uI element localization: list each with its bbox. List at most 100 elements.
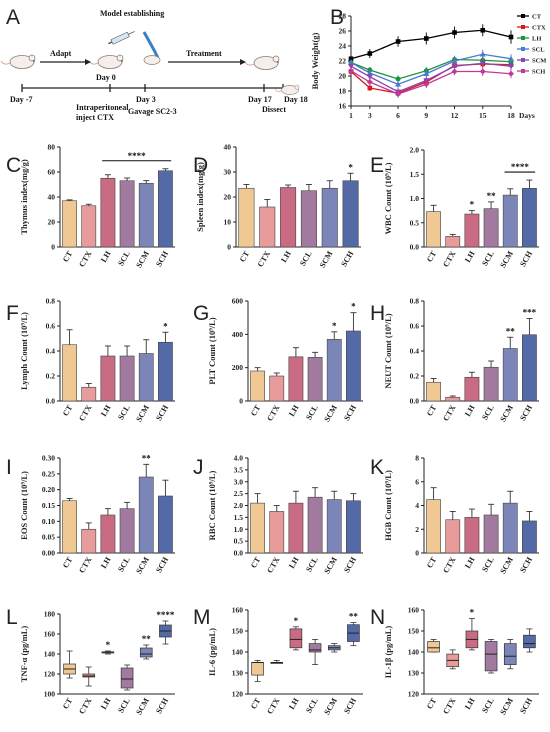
legend-label: SCM bbox=[532, 57, 546, 64]
legend-label: SCL bbox=[532, 46, 545, 53]
x-tick-label: CTX bbox=[265, 403, 281, 422]
day-label: Day 17 bbox=[248, 95, 272, 104]
series-line-lh bbox=[350, 58, 512, 80]
x-tick-label: SCH bbox=[154, 696, 170, 715]
data-point bbox=[395, 39, 401, 44]
y-axis-label: TNF-α (pg/mL) bbox=[19, 626, 29, 683]
y-tick-label: 0.8 bbox=[46, 297, 56, 306]
y-tick-label: 140 bbox=[408, 648, 420, 657]
y-tick-label: 0.00 bbox=[42, 549, 55, 558]
x-tick-label: SCM bbox=[322, 403, 339, 423]
bar-scl bbox=[119, 508, 135, 554]
day-label: Day 18 bbox=[284, 95, 308, 104]
data-point bbox=[452, 30, 457, 35]
x-tick-label: CT bbox=[61, 249, 75, 264]
y-tick-label: 180 bbox=[44, 610, 56, 619]
legend-label: CTX bbox=[532, 24, 546, 31]
data-point bbox=[348, 67, 354, 74]
bar-ctx bbox=[445, 519, 461, 554]
y-tick-label: 0.30 bbox=[42, 454, 55, 463]
data-point bbox=[367, 51, 373, 56]
y-tick-label: 18 bbox=[339, 87, 347, 96]
x-tick-label: SCL bbox=[304, 556, 320, 574]
data-point bbox=[479, 68, 486, 75]
bar-sch bbox=[522, 188, 537, 248]
panel-label-l: L bbox=[6, 606, 18, 629]
mouse-icon bbox=[275, 84, 300, 95]
day-label: Day -7 bbox=[10, 95, 32, 104]
x-tick-label: CTX bbox=[77, 249, 93, 268]
x-tick-label: 6 bbox=[396, 111, 400, 120]
y-tick-label: 1.5 bbox=[234, 513, 244, 522]
panel-i: I 0.00 0.05 0.10 0.15 0.20 0.25 0.30 EOS Count (… bbox=[6, 453, 175, 575]
note-ctx: inject CTX bbox=[76, 113, 114, 122]
bar-scm bbox=[138, 353, 154, 402]
y-tick-label: 40 bbox=[224, 143, 232, 152]
y-tick-label: 0.4 bbox=[46, 347, 56, 356]
x-tick-label: LH bbox=[463, 249, 477, 264]
data-point bbox=[366, 74, 373, 80]
x-tick-label: SCH bbox=[518, 696, 534, 715]
x-tick-label: 9 bbox=[424, 111, 428, 120]
x-tick-label: LH bbox=[99, 696, 113, 711]
x-tick-label: CTX bbox=[265, 555, 281, 574]
mouse-icon bbox=[88, 54, 124, 69]
y-tick-label: 0.05 bbox=[42, 533, 55, 542]
x-tick-label: SCM bbox=[134, 696, 151, 716]
bar-scm bbox=[138, 182, 154, 248]
x-tick-label: CTX bbox=[441, 555, 457, 574]
y-axis-label: IL-1β (pg/mL) bbox=[383, 626, 393, 679]
bar-lh bbox=[288, 502, 304, 554]
x-tick-label: SCH bbox=[154, 555, 170, 574]
x-tick-label: SCL bbox=[480, 250, 496, 268]
x-tick-label: SCM bbox=[318, 249, 335, 269]
note-ip: Intraperitoneal bbox=[76, 103, 129, 112]
bar-scl bbox=[119, 355, 135, 402]
x-tick-label: CT bbox=[425, 403, 439, 418]
bar-ct bbox=[426, 211, 441, 248]
panel-label-i: I bbox=[6, 456, 12, 479]
bar-sch bbox=[342, 180, 359, 248]
y-tick-label: 140 bbox=[44, 650, 56, 659]
bar-scl bbox=[300, 190, 317, 248]
y-tick-label: 130 bbox=[408, 669, 420, 678]
panel-j: J 0.0 0.5 1.0 1.5 2.0 2.5 3.0 3.5 4.0 RBC Count (1… bbox=[193, 454, 363, 575]
data-point bbox=[423, 81, 430, 88]
y-axis-label: Thymus index(mg/g) bbox=[19, 159, 29, 234]
y-tick-label: 140 bbox=[232, 648, 244, 657]
x-tick-label: SCM bbox=[498, 555, 515, 575]
x-tick-label: CTX bbox=[256, 249, 272, 268]
bar-scl bbox=[483, 366, 499, 402]
panel-k: K 0 2 4 6 8 HGB Count (10⁹/L) CT CTX LH SCL SCM SCH bbox=[370, 454, 539, 575]
y-tick-label: 0.20 bbox=[42, 485, 55, 494]
bar-scm bbox=[502, 502, 518, 554]
y-tick-label: 130 bbox=[232, 669, 244, 678]
y-tick-label: 20 bbox=[48, 218, 56, 227]
bar-ctx bbox=[269, 511, 285, 554]
x-tick-label: 18 bbox=[507, 111, 515, 120]
bar-scl bbox=[483, 208, 499, 248]
x-tick-label: LH bbox=[99, 249, 113, 264]
bar-lh bbox=[100, 355, 116, 402]
step-model: Model establishing bbox=[100, 9, 164, 18]
panel-label-c: C bbox=[6, 154, 21, 177]
note-gavage: Gavage SC2-3 bbox=[128, 107, 177, 116]
significance-marker: **** bbox=[128, 151, 147, 161]
y-tick-label: 160 bbox=[44, 630, 56, 639]
x-tick-label: SCM bbox=[498, 249, 515, 269]
y-tick-label: 3.0 bbox=[234, 477, 244, 486]
y-axis-label: PLT Count (10⁹/L) bbox=[207, 317, 217, 384]
bar-lh bbox=[100, 514, 116, 554]
panel-f: F 0.0 0.2 0.4 0.6 0.8 Lymph Count (10⁹/L) CT CTX… bbox=[6, 297, 175, 423]
bar-ctx bbox=[81, 386, 97, 402]
bar-ct bbox=[426, 381, 441, 402]
bar-scm bbox=[502, 348, 518, 402]
x-tick-label: CTX bbox=[77, 696, 93, 715]
significance-marker: *** bbox=[523, 308, 537, 318]
syringe-icon bbox=[108, 31, 135, 45]
step-treatment: Treatment bbox=[186, 49, 222, 58]
panel-label-j: J bbox=[193, 456, 204, 479]
x-tick-label: SCH bbox=[154, 249, 170, 268]
y-tick-label: 2.0 bbox=[410, 146, 420, 155]
significance-marker: ** bbox=[349, 612, 359, 622]
